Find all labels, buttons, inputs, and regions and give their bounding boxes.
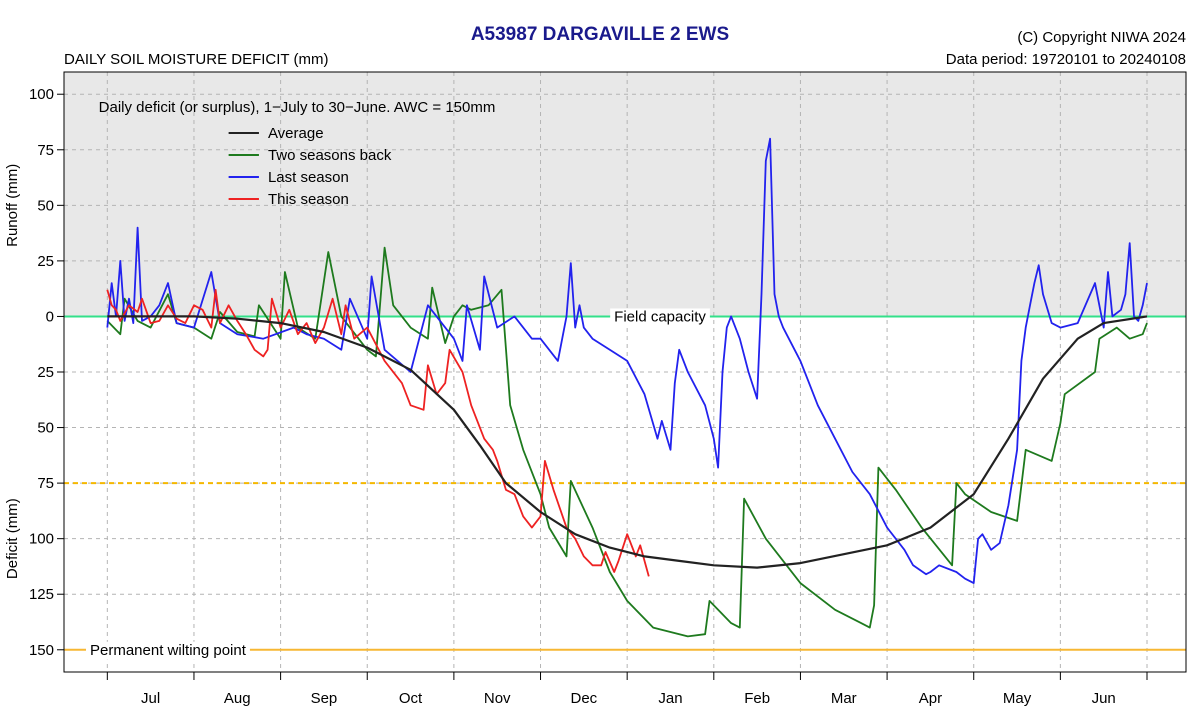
x-tick-label: Dec — [571, 690, 598, 707]
y-tick-label: 150 — [29, 642, 54, 659]
data-period-text: Data period: 19720101 to 20240108 — [945, 51, 1186, 68]
y-axis-title-deficit: Deficit (mm) — [4, 498, 21, 579]
chart-title: A53987 DARGAVILLE 2 EWS — [470, 24, 730, 45]
y-tick-label: 25 — [37, 364, 54, 381]
field-capacity-label: Field capacity — [614, 308, 706, 325]
x-tick-label: Jan — [658, 690, 682, 707]
legend-label-this-season: This season — [268, 191, 349, 208]
runoff-region — [64, 72, 1186, 317]
x-tick-label: Jun — [1092, 690, 1116, 707]
series-line-last-season — [106, 137, 1148, 584]
x-tick-label: Jul — [141, 690, 160, 707]
x-tick-label: May — [1003, 690, 1032, 707]
x-tick-label: Feb — [744, 690, 770, 707]
x-tick-label: Apr — [919, 690, 942, 707]
y-tick-label: 100 — [29, 86, 54, 103]
wilting-point-label: Permanent wilting point — [90, 642, 247, 659]
legend-label-last-season: Last season — [268, 169, 349, 186]
x-tick-label: Nov — [484, 690, 511, 707]
y-tick-label: 125 — [29, 586, 54, 603]
y-tick-label: 75 — [37, 142, 54, 159]
legend-label-two-seasons-back: Two seasons back — [268, 147, 392, 164]
y-tick-label: 50 — [37, 420, 54, 437]
x-tick-label: Aug — [224, 690, 251, 707]
y-tick-label: 75 — [37, 475, 54, 492]
y-tick-label: 0 — [46, 308, 54, 325]
awc-annotation: Daily deficit (or surplus), 1−July to 30… — [99, 99, 496, 116]
y-axis-title-runoff: Runoff (mm) — [4, 164, 21, 247]
x-tick-label: Oct — [399, 690, 423, 707]
y-tick-label: 25 — [37, 253, 54, 270]
y-tick-label: 100 — [29, 531, 54, 548]
x-tick-label: Sep — [311, 690, 338, 707]
copyright-text: (C) Copyright NIWA 2024 — [1017, 29, 1186, 46]
series-line-average — [107, 315, 1148, 569]
chart-subtitle: DAILY SOIL MOISTURE DEFICIT (mm) — [64, 51, 329, 68]
wilting-point-label-bg — [85, 641, 250, 660]
legend-label-average: Average — [268, 125, 324, 142]
y-tick-label: 50 — [37, 197, 54, 214]
x-tick-label: Mar — [831, 690, 857, 707]
field-capacity-label-bg — [610, 308, 710, 327]
